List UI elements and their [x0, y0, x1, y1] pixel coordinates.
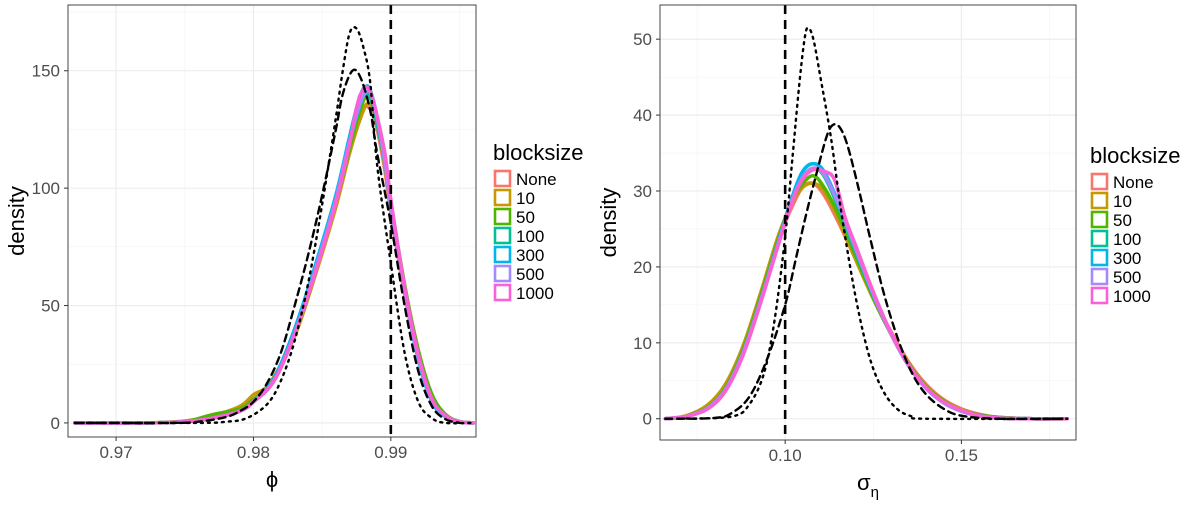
y-tick-label: 20 — [633, 258, 652, 277]
x-tick-label: 0.98 — [237, 443, 270, 462]
reference-curve-dashed — [664, 122, 1069, 421]
legend-label-50: 50 — [1113, 211, 1132, 230]
legend-key-1000 — [493, 283, 512, 302]
y-tick-label: 0 — [643, 410, 652, 429]
legend-key-100 — [1090, 229, 1109, 248]
x-tick-label: 0.10 — [769, 446, 802, 465]
x-axis-title-subscript: η — [871, 484, 879, 500]
panel-1: 0.97 0.98 0.99050100150ϕdensityblocksizeNo… — [4, 4, 583, 492]
y-tick-label: 30 — [633, 182, 652, 201]
legend-key-500 — [1090, 267, 1109, 286]
reference-curve-dotted — [678, 26, 1069, 421]
plot-area — [663, 5, 1069, 440]
series-line-300 — [73, 84, 476, 425]
legend-label-1000: 1000 — [516, 284, 554, 303]
y-tick-label: 10 — [633, 334, 652, 353]
legend-key-500 — [493, 264, 512, 283]
legend-key-100 — [493, 226, 512, 245]
y-tick-label: 150 — [32, 62, 60, 81]
legend-label-100: 100 — [1113, 230, 1141, 249]
x-axis-title: ση — [857, 470, 879, 500]
series-line-1000 — [73, 85, 476, 425]
y-tick-label: 0 — [51, 414, 60, 433]
legend-label-300: 300 — [516, 246, 544, 265]
legend-key-None — [1090, 172, 1109, 191]
legend-label-50: 50 — [516, 208, 535, 227]
legend-label-10: 10 — [516, 189, 535, 208]
legend-title: blocksize — [493, 140, 583, 165]
plot-area — [73, 5, 476, 437]
y-tick-label: 50 — [633, 30, 652, 49]
legend-label-None: None — [516, 170, 557, 189]
x-tick-label: 0.97 — [100, 443, 133, 462]
x-axis-title: ϕ — [266, 467, 278, 492]
y-tick-label: 40 — [633, 106, 652, 125]
y-axis-title: density — [4, 186, 29, 256]
panel-2: 0.10 0.15 0 10 20 30 40 50 ση density blocksize Non… — [596, 4, 1180, 501]
y-tick-label: 100 — [32, 179, 60, 198]
legend-key-10 — [1090, 191, 1109, 210]
x-tick-label: 0.15 — [945, 446, 978, 465]
panel-border — [67, 4, 477, 438]
legend-key-50 — [1090, 210, 1109, 229]
legend-title: blocksize — [1090, 143, 1180, 168]
y-tick-label: 50 — [41, 297, 60, 316]
x-tick-label: 0.99 — [374, 443, 407, 462]
legend-label-1000: 1000 — [1113, 287, 1151, 306]
legend-key-50 — [493, 207, 512, 226]
legend-label-500: 500 — [1113, 268, 1141, 287]
y-axis-title: density — [596, 188, 621, 258]
legend-label-300: 300 — [1113, 249, 1141, 268]
legend-label-500: 500 — [516, 265, 544, 284]
legend-key-300 — [493, 245, 512, 264]
legend-label-None: None — [1113, 173, 1154, 192]
reference-curve-dashed — [73, 68, 461, 425]
reference-curve-dotted — [73, 25, 475, 425]
legend-key-300 — [1090, 248, 1109, 267]
legend-key-1000 — [1090, 286, 1109, 305]
series-line-500 — [73, 89, 476, 425]
legend-label-10: 10 — [1113, 192, 1132, 211]
legend-key-10 — [493, 188, 512, 207]
legend-label-100: 100 — [516, 227, 544, 246]
legend-key-None — [493, 169, 512, 188]
panel-border — [659, 4, 1077, 441]
